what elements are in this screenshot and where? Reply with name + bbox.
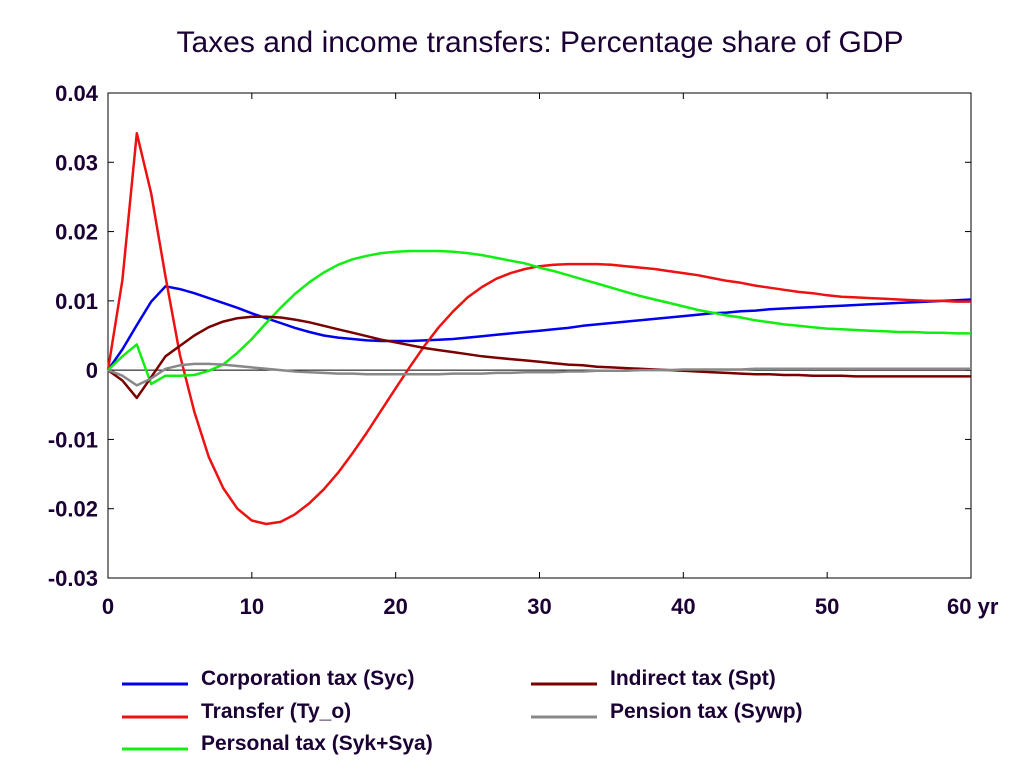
series-lines (106, 131, 972, 526)
legend-label-personal-tax-syk-sya: Personal tax (Syk+Sya) (201, 732, 433, 755)
y-tick-label: 0.04 (55, 81, 99, 106)
plot-border (107, 92, 972, 579)
legend-label-indirect-tax-spt: Indirect tax (Spt) (610, 667, 776, 690)
legend-label-pension-tax-sywp: Pension tax (Sywp) (610, 700, 803, 723)
y-tick-label: 0.03 (55, 150, 98, 175)
x-tick-label: 10 (240, 594, 264, 619)
plot-frame (107, 92, 972, 579)
series-line-pension-tax-sywp (107, 362, 971, 387)
x-tick-label: 60 yr (947, 594, 999, 619)
chart-title: Taxes and income transfers: Percentage s… (176, 26, 903, 59)
x-tick-label: 30 (527, 594, 551, 619)
axis-ticks: 0.040.030.020.010-0.01-0.02-0.030 10 20 30 4… (48, 81, 999, 619)
y-tick-label: -0.02 (48, 497, 98, 522)
y-tick-label: -0.03 (48, 566, 98, 591)
y-tick-label: 0.02 (55, 220, 98, 245)
series-line-transfer-ty-o (106, 131, 971, 526)
x-tick-label: 0 (102, 594, 114, 619)
x-tick-label: 40 (671, 594, 695, 619)
series-line-corporation-tax-syc (106, 285, 972, 371)
y-tick-label: 0 (86, 358, 98, 383)
legend-label-corporation-tax-syc: Corporation tax (Syc) (201, 667, 415, 690)
series-line-personal-tax-syk-sya (107, 249, 971, 386)
legend-label-transfer-ty-o: Transfer (Ty_o) (201, 700, 351, 723)
series-line-indirect-tax-spt (107, 315, 971, 400)
y-tick-label: 0.01 (55, 289, 98, 314)
legend: Corporation tax (Syc) Indirect tax (Spt) T… (122, 667, 803, 755)
x-tick-label: 20 (383, 594, 407, 619)
x-tick-label: 50 (815, 594, 839, 619)
y-tick-label: -0.01 (48, 427, 98, 452)
